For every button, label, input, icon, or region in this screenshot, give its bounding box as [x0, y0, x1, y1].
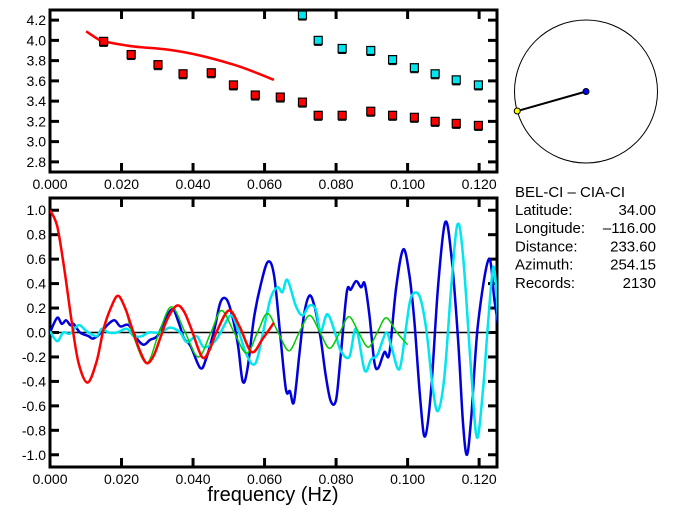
info-value: 254.15: [610, 257, 656, 274]
y-tick-label: 3.6: [27, 73, 47, 89]
y-tick-label: 0.2: [27, 300, 47, 316]
cyan-marker: [409, 63, 419, 73]
cyan-marker: [366, 45, 376, 56]
cyan-marker: [430, 69, 440, 79]
red-marker: [337, 110, 347, 120]
x-tick-label: 0.100: [390, 471, 425, 487]
x-tick-label: 0.020: [104, 471, 139, 487]
x-axis-label: frequency (Hz): [207, 484, 338, 506]
red-marker: [228, 80, 239, 90]
y-tick-label: 0.6: [27, 251, 47, 267]
info-label: Latitude:: [515, 202, 573, 219]
y-tick-label: 2.8: [27, 154, 47, 170]
red-marker: [126, 49, 136, 60]
info-label: Azimuth:: [515, 257, 573, 274]
red-marker: [178, 69, 188, 79]
y-tick-label: 3.8: [27, 53, 47, 69]
red-marker: [99, 36, 109, 46]
cyan-marker: [473, 80, 484, 90]
x-tick-label: 0.000: [32, 471, 67, 487]
y-tick-label: -0.2: [22, 349, 46, 365]
red-marker: [451, 118, 461, 129]
cyan-marker: [451, 75, 461, 85]
red-marker: [430, 116, 440, 126]
x-tick-label: 0.120: [462, 471, 497, 487]
station-info: BEL-CI – CIA-CI Latitude: 34.00 Longitude:…: [515, 184, 656, 292]
y-tick-label: -0.4: [22, 373, 46, 389]
red-marker: [250, 90, 260, 100]
station-b-marker: [582, 88, 590, 95]
x-tick-label: 0.120: [462, 176, 497, 192]
x-tick-label: 0.020: [104, 176, 139, 192]
y-tick-label: -1.0: [22, 447, 46, 463]
red-marker: [473, 120, 484, 131]
info-value: –116.00: [603, 220, 656, 237]
coherency-plot: 0.000 0.020 0.040 0.060 0.080 0.100 0.120 -1.0 -…: [22, 196, 499, 487]
phase-velocity-plot: 0.000 0.020 0.040 0.060 0.080 0.100 0.120 2.8 3.…: [27, 8, 499, 192]
cyan-marker: [387, 55, 398, 65]
y-tick-label: 4.2: [27, 12, 47, 28]
y-tick-label: 3.4: [27, 93, 47, 109]
y-tick-label: 0.4: [27, 276, 47, 292]
red-marker: [366, 106, 376, 116]
x-tick-label: 0.080: [319, 176, 354, 192]
map-circle: [514, 19, 658, 164]
y-tick-label: -0.8: [22, 422, 46, 438]
cyan-series-line: [50, 222, 497, 439]
red-marker: [206, 68, 216, 78]
x-tick-label: 0.040: [176, 176, 211, 192]
x-tick-label: 0.060: [247, 471, 282, 487]
info-label: Longitude:: [515, 220, 585, 237]
azimuth-line: [516, 90, 587, 112]
cyan-marker: [337, 43, 347, 54]
station-a-marker: [513, 107, 521, 115]
x-tick-label: 0.100: [390, 176, 425, 192]
info-value: 2130: [623, 275, 656, 292]
red-marker: [387, 110, 398, 120]
red-marker: [153, 60, 163, 70]
info-label: Distance:: [515, 238, 578, 255]
red-marker: [297, 97, 308, 107]
blue-series-line: [50, 220, 497, 457]
info-label: Records:: [515, 275, 575, 292]
plot-area: [50, 209, 497, 457]
red-marker: [275, 92, 285, 102]
red-series-line: [50, 209, 275, 384]
plot-frame: [48, 8, 499, 174]
station-pair-title: BEL-CI – CIA-CI: [515, 184, 625, 201]
cyan-marker: [297, 10, 308, 20]
red-series-line: [85, 30, 275, 82]
info-value: 34.00: [618, 202, 656, 219]
red-marker: [409, 112, 419, 122]
y-tick-label: 0.0: [27, 325, 47, 341]
y-tick-label: 3.0: [27, 134, 47, 150]
x-tick-label: 0.040: [176, 471, 211, 487]
x-tick-label: 0.060: [247, 176, 282, 192]
x-tick-label: 0.080: [319, 471, 354, 487]
x-tick-label: 0.000: [32, 176, 67, 192]
y-tick-label: 0.8: [27, 227, 47, 243]
y-tick-label: -0.6: [22, 398, 46, 414]
azimuth-map: [513, 19, 658, 164]
cyan-marker: [313, 35, 323, 45]
info-value: 233.60: [610, 238, 656, 255]
y-tick-label: 4.0: [27, 32, 47, 48]
plot-area: [85, 10, 484, 131]
y-tick-label: 3.2: [27, 113, 47, 129]
y-tick-label: 1.0: [27, 202, 47, 218]
red-marker: [313, 110, 323, 120]
